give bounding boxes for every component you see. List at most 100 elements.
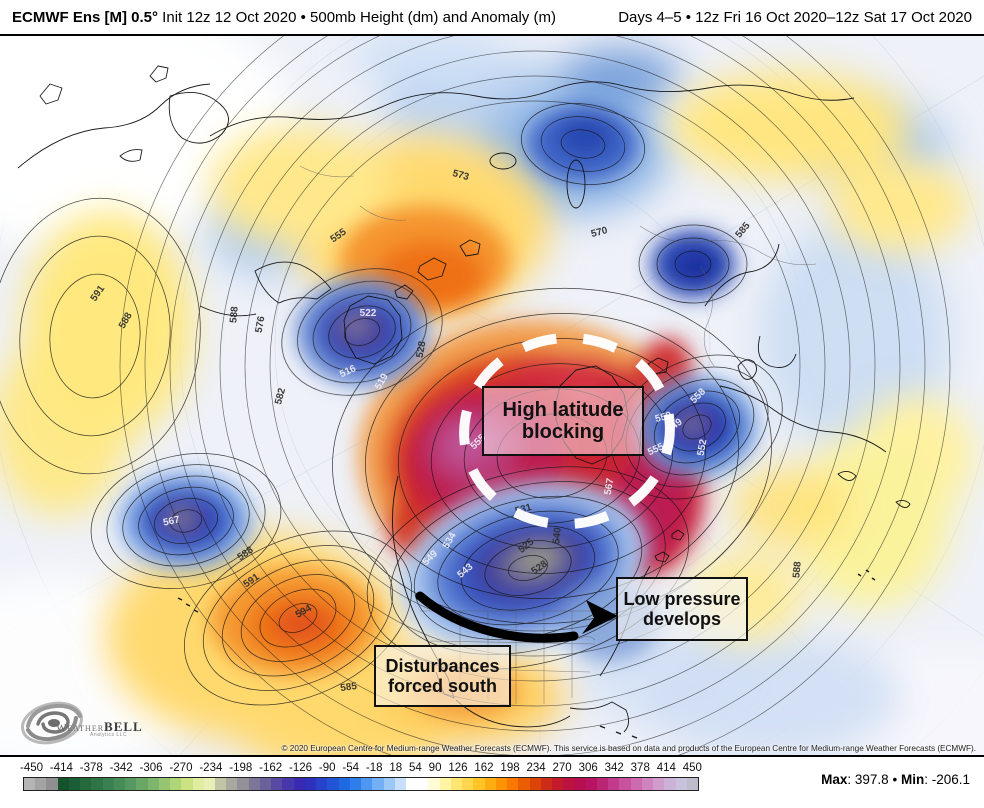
flow-arrow [415,591,618,643]
map-panel: 516 519 522 525 528 531 534 543 549 540 549 552 555 5… [0,34,984,757]
colorbar-tick: -18 [365,762,383,774]
colorbar-tick-labels: -450 -414 -378 -342 -306 -270 -234 -198 -162 -126… [20,762,702,774]
max-min-readout: Max: 397.8 • Min: -206.1 [821,772,970,787]
contour-label: 567 [603,477,617,496]
footer-bar: -450 -414 -378 -342 -306 -270 -234 -198 -162 -126… [0,757,984,808]
colorbar-cell [237,778,249,790]
colorbar-tick: 90 [428,762,442,774]
page-title: ECMWF Ens [M] 0.5° Init 12z 12 Oct 2020 … [12,9,556,26]
colorbar-cell [372,778,384,790]
colorbar-cell [563,778,575,790]
colorbar-cell [664,778,676,790]
colorbar-cell [226,778,238,790]
anomaly-shading [0,36,984,755]
colorbar-tick: -90 [318,762,336,774]
colorbar-tick: -378 [79,762,103,774]
colorbar-cell [552,778,564,790]
colorbar-tick: -270 [169,762,193,774]
colorbar-tick: -306 [139,762,163,774]
colorbar-cell [484,778,496,790]
colorbar-cell [293,778,305,790]
colorbar-cell [327,778,339,790]
colorbar-cells [23,777,699,791]
colorbar-tick: 126 [448,762,468,774]
colorbar-tick: -126 [289,762,313,774]
colorbar-cell [24,778,36,790]
colorbar-tick: 162 [474,762,494,774]
colorbar-tick: 18 [389,762,403,774]
colorbar-cell [214,778,227,790]
colorbar-cell [428,778,440,790]
model-run-info: Init 12z 12 Oct 2020 • 500mb Height (dm)… [158,8,556,26]
colorbar-cell [248,778,260,790]
colorbar-cell [619,778,631,790]
colorbar-cell [675,778,687,790]
colorbar-tick: -414 [49,762,73,774]
contour-label: 585 [340,681,358,694]
colorbar-cell [46,778,58,790]
colorbar-cell [630,778,642,790]
colorbar-cell [405,778,418,790]
contour-label: 573 [451,168,470,183]
colorbar-cell [192,778,204,790]
colorbar-cell [653,778,665,790]
colorbar-tick: -450 [20,762,44,774]
colorbar-cell [259,778,272,790]
colorbar-cell [68,778,81,790]
max-label: Max [821,772,848,787]
height-contours [0,36,951,755]
colorbar-cell [181,778,193,790]
weather-map-canvas: 5165195225255285315345435495405495525555… [0,36,984,755]
colorbar-cell [596,778,609,790]
min-value: -206.1 [931,772,970,787]
colorbar-cell [113,778,126,790]
colorbar-cell [271,778,283,790]
contour-label: 576 [254,315,268,334]
colorbar-tick: 450 [682,762,702,774]
colorbar-cell [462,778,474,790]
header-bar: ECMWF Ens [M] 0.5° Init 12z 12 Oct 2020 … [0,0,984,34]
colorbar-cell [338,778,350,790]
contour-label: 522 [360,308,377,319]
contour-label: 588 [228,306,240,324]
colorbar-cell [136,778,148,790]
contour-label: 588 [791,561,803,579]
contour-label: 582 [273,386,288,405]
colorbar-cell [518,778,530,790]
colorbar-cell [529,778,541,790]
colorbar-tick: -234 [199,762,223,774]
colorbar-cell [439,778,451,790]
colorbar-cell [540,778,553,790]
colorbar-cell [394,778,406,790]
max-value: 397.8 [854,772,889,787]
colorbar-cell [91,778,103,790]
separator-dot: • [892,772,898,787]
contour-label: 540 [551,527,563,545]
colorbar-cell [203,778,215,790]
colorbar-tick: 342 [604,762,624,774]
colorbar-cell [417,778,429,790]
model-name: ECMWF Ens [M] 0.5° [12,8,159,26]
contour-labels: 5165195225255285315345435495405495525555… [89,168,804,694]
colorbar-tick: -54 [342,762,360,774]
colorbar-cell [102,778,114,790]
colorbar-cell [304,778,317,790]
contour-label: 552 [696,438,710,457]
colorbar-cell [158,778,171,790]
colorbar-cell [125,778,137,790]
colorbar-cell [282,778,294,790]
contour-label: 528 [415,340,429,359]
colorbar-cell [473,778,485,790]
colorbar-cell [507,778,519,790]
colorbar-tick: 378 [630,762,650,774]
colorbar-tick: -198 [229,762,253,774]
colorbar-cell [608,778,620,790]
colorbar-cell [80,778,92,790]
colorbar-tick: 306 [578,762,598,774]
colorbar-tick: 234 [526,762,546,774]
colorbar-tick: 54 [409,762,422,774]
colorbar-cell [170,778,182,790]
colorbar-cell [641,778,654,790]
colorbar-cell [35,778,47,790]
